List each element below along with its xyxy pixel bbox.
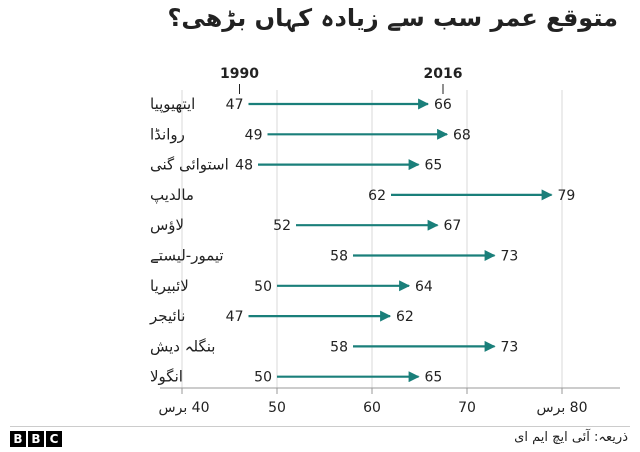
value-label-1990: 62 (368, 188, 386, 204)
value-label-1990: 58 (330, 339, 348, 355)
value-label-1990: 47 (226, 309, 244, 325)
country-label: استوائی گنی (150, 156, 229, 174)
value-label-2016: 66 (434, 97, 452, 113)
value-label-2016: 73 (501, 339, 519, 355)
value-label-2016: 73 (501, 249, 519, 265)
x-tick-label: 80 برس (537, 400, 588, 416)
value-label-1990: 50 (254, 279, 272, 295)
value-label-2016: 62 (396, 309, 414, 325)
country-label: لائبیریا (150, 277, 189, 295)
value-label-2016: 67 (444, 218, 462, 234)
x-tick-label: 60 (363, 400, 381, 416)
country-label: لاؤس (150, 216, 184, 234)
x-tick-label: 50 (268, 400, 286, 416)
x-tick-label: 70 (458, 400, 476, 416)
source-note: ذریعہ: آئی ایچ ایم ای (514, 430, 628, 445)
value-label-1990: 47 (226, 97, 244, 113)
country-label: تیمور-لیستے (150, 247, 224, 265)
value-label-1990: 49 (245, 127, 263, 143)
value-label-1990: 58 (330, 249, 348, 265)
country-label: ایتھیوپیا (150, 95, 195, 114)
value-label-1990: 48 (235, 158, 253, 174)
value-label-2016: 65 (425, 158, 443, 174)
end-year-label: 2016 (424, 66, 463, 82)
country-label: بنگلہ دیش (150, 337, 216, 355)
value-label-2016: 79 (558, 188, 576, 204)
country-label: روانڈا (150, 125, 185, 143)
country-label: نائیجر (149, 307, 185, 325)
x-tick-label: 40 برس (159, 400, 210, 416)
value-label-2016: 68 (453, 127, 471, 143)
life-expectancy-chart: 40 برس 50 60 70 80 برس 1990 2016 ایتھیوپیا 47 66 ر… (149, 66, 620, 416)
value-label-2016: 64 (415, 279, 433, 295)
chart-title: متوقع عمر سب سے زیادہ کہاں بڑھی؟ (167, 4, 618, 32)
start-year-label: 1990 (220, 66, 259, 82)
country-label: انگولا (150, 368, 183, 386)
footer-divider (10, 426, 630, 427)
country-label: مالدیپ (150, 186, 194, 205)
value-label-2016: 65 (425, 370, 443, 386)
value-label-1990: 50 (254, 370, 272, 386)
value-label-1990: 52 (273, 218, 291, 234)
